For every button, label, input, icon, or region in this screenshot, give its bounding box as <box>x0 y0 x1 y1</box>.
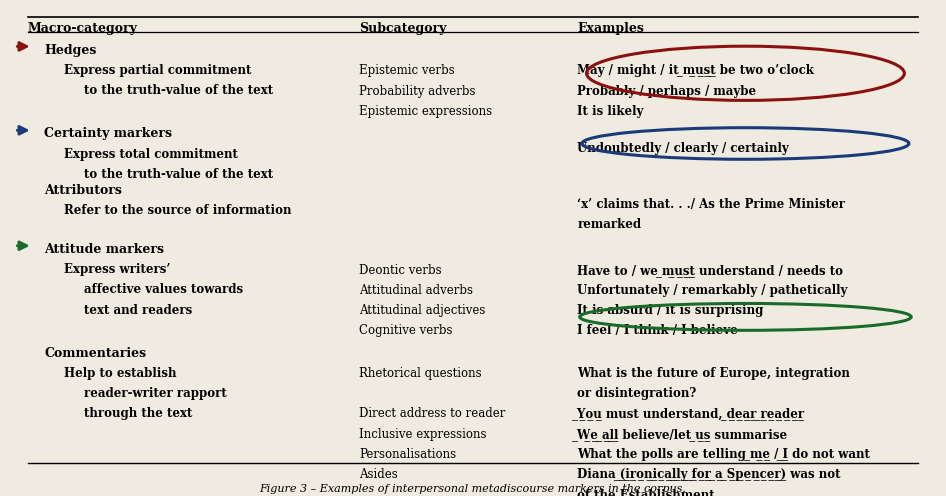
Text: Probability adverbs: Probability adverbs <box>359 85 476 98</box>
Text: Diana ̲(̲i̲r̲o̲n̲i̲c̲a̲l̲l̲y̲ ̲f̲o̲r̲ ̲a̲ ̲S̲p̲e̲n̲c̲e̲r̲)̲ was not: Diana ̲(̲i̲r̲o̲n̲i̲c̲a̲l̲l̲y̲ ̲f̲o̲r̲ ̲a… <box>577 468 841 481</box>
Text: Examples: Examples <box>577 22 644 35</box>
Text: Epistemic verbs: Epistemic verbs <box>359 64 455 77</box>
Text: ̲W̲e̲ ̲a̲l̲l̲ believe/let ̲u̲s̲ summarise: ̲W̲e̲ ̲a̲l̲l̲ believe/let ̲u̲s̲ summaris… <box>577 428 788 440</box>
Text: Direct address to reader: Direct address to reader <box>359 407 506 421</box>
Text: It is likely: It is likely <box>577 105 644 118</box>
Text: Subcategory: Subcategory <box>359 22 447 35</box>
Text: Hedges: Hedges <box>44 44 96 57</box>
Text: It is absurd / it is surprising: It is absurd / it is surprising <box>577 304 763 317</box>
Text: Probably / perhaps / maybe: Probably / perhaps / maybe <box>577 85 757 98</box>
Text: to the truth-value of the text: to the truth-value of the text <box>84 168 273 181</box>
Text: affective values towards: affective values towards <box>84 283 243 297</box>
Text: or disintegration?: or disintegration? <box>577 387 696 400</box>
Text: Refer to the source of information: Refer to the source of information <box>64 204 291 217</box>
Text: ̲Y̲o̲u̲ must understand, ̲d̲e̲a̲r̲ ̲r̲e̲a̲d̲e̲r̲: ̲Y̲o̲u̲ must understand, ̲d̲e̲a̲r̲ ̲r̲e̲… <box>577 407 804 421</box>
Text: Attitudinal adjectives: Attitudinal adjectives <box>359 304 486 317</box>
Text: Attitude markers: Attitude markers <box>44 243 165 256</box>
Text: What the polls are telling ̲m̲e̲ / ̲I̲ do not want: What the polls are telling ̲m̲e̲ / ̲I̲ d… <box>577 448 870 461</box>
Text: Help to establish: Help to establish <box>64 367 177 380</box>
Text: Express writers’: Express writers’ <box>64 263 171 276</box>
Text: Inclusive expressions: Inclusive expressions <box>359 428 487 440</box>
Text: May / might / it ̲m̲u̲s̲t̲ be two o’clock: May / might / it ̲m̲u̲s̲t̲ be two o’cloc… <box>577 64 815 77</box>
Text: ‘x’ claims that. . ./ As the Prime Minister: ‘x’ claims that. . ./ As the Prime Minis… <box>577 198 846 211</box>
Text: Express total commitment: Express total commitment <box>64 148 238 161</box>
Text: Commentaries: Commentaries <box>44 347 147 360</box>
Text: of the ̲E̲s̲t̲a̲b̲l̲i̲s̲h̲m̲e̲n̲t̲: of the ̲E̲s̲t̲a̲b̲l̲i̲s̲h̲m̲e̲n̲t̲ <box>577 489 715 496</box>
Text: Undoubtedly / clearly / certainly: Undoubtedly / clearly / certainly <box>577 142 789 155</box>
Text: Cognitive verbs: Cognitive verbs <box>359 324 453 337</box>
Text: Macro-category: Macro-category <box>28 22 138 35</box>
Text: Certainty markers: Certainty markers <box>44 127 172 140</box>
Text: What is the future of Europe, integration: What is the future of Europe, integratio… <box>577 367 850 380</box>
Text: Asides: Asides <box>359 468 398 481</box>
Text: Deontic verbs: Deontic verbs <box>359 264 442 277</box>
Text: Attitudinal adverbs: Attitudinal adverbs <box>359 284 474 297</box>
Text: Personalisations: Personalisations <box>359 448 457 461</box>
Text: Rhetorical questions: Rhetorical questions <box>359 367 482 380</box>
Text: Have to / we ̲m̲u̲s̲t̲ understand / needs to: Have to / we ̲m̲u̲s̲t̲ understand / need… <box>577 264 844 277</box>
Text: Express partial commitment: Express partial commitment <box>64 64 252 77</box>
Text: text and readers: text and readers <box>84 304 193 317</box>
Text: Unfortunately / remarkably / pathetically: Unfortunately / remarkably / patheticall… <box>577 284 848 297</box>
Text: remarked: remarked <box>577 218 641 232</box>
Text: to the truth-value of the text: to the truth-value of the text <box>84 84 273 97</box>
Text: reader-writer rapport: reader-writer rapport <box>84 387 227 400</box>
Text: Figure 3 – Examples of interpersonal metadiscourse markers in the corpus.: Figure 3 – Examples of interpersonal met… <box>259 484 687 494</box>
Text: I feel / I think / I believe: I feel / I think / I believe <box>577 324 738 337</box>
Text: Epistemic expressions: Epistemic expressions <box>359 105 493 118</box>
Text: Attributors: Attributors <box>44 184 122 197</box>
Text: through the text: through the text <box>84 407 193 421</box>
